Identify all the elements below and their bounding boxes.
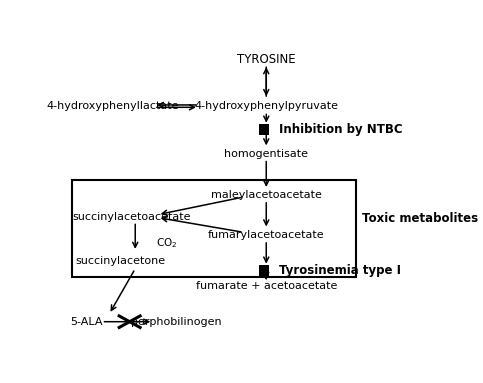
Text: 5-ALA: 5-ALA (71, 317, 103, 327)
Text: succinylacetoacetate: succinylacetoacetate (72, 212, 191, 222)
Text: fumarate + acetoacetate: fumarate + acetoacetate (196, 281, 337, 291)
Text: maleylacetoacetate: maleylacetoacetate (211, 190, 322, 200)
Text: homogentisate: homogentisate (224, 149, 308, 159)
Bar (259, 124, 269, 135)
Text: TYROSINE: TYROSINE (237, 53, 296, 66)
Text: Tyrosinemia type I: Tyrosinemia type I (279, 264, 401, 277)
Text: 4-hydroxyphenylpyruvate: 4-hydroxyphenylpyruvate (194, 101, 338, 111)
Bar (259, 265, 269, 276)
Text: $\mathregular{CO_2}$: $\mathregular{CO_2}$ (156, 237, 177, 250)
Text: Toxic metabolites: Toxic metabolites (362, 212, 478, 225)
Text: 4-hydroxyphenyllactate: 4-hydroxyphenyllactate (46, 101, 179, 111)
Text: Inhibition by NTBC: Inhibition by NTBC (279, 123, 403, 136)
Bar (71, 180, 356, 277)
Text: fumarylacetoacetate: fumarylacetoacetate (208, 230, 325, 240)
Text: porphobilinogen: porphobilinogen (131, 317, 222, 327)
Text: succinylacetone: succinylacetone (75, 256, 165, 266)
